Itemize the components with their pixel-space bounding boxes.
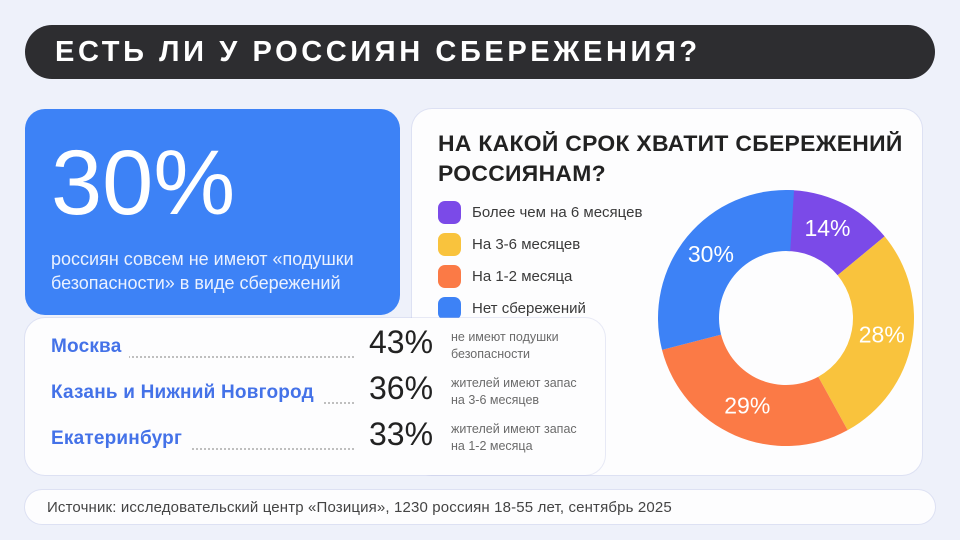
svg-text:14%: 14% <box>804 215 850 241</box>
svg-text:28%: 28% <box>859 321 905 347</box>
svg-text:30%: 30% <box>688 241 734 267</box>
svg-text:29%: 29% <box>724 393 770 419</box>
